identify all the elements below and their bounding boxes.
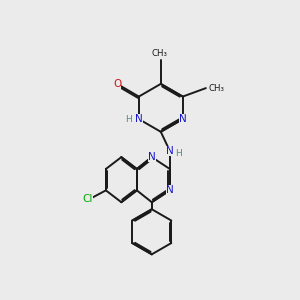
Text: CH₃: CH₃ [152, 49, 167, 58]
Text: N: N [166, 185, 174, 195]
Text: H: H [126, 115, 132, 124]
Text: N: N [148, 152, 156, 162]
Text: N: N [166, 146, 174, 156]
Text: H: H [176, 149, 182, 158]
Text: O: O [113, 79, 121, 89]
Text: Cl: Cl [82, 194, 93, 204]
Text: N: N [179, 114, 187, 124]
Text: CH₃: CH₃ [208, 84, 224, 93]
Text: N: N [135, 114, 143, 124]
